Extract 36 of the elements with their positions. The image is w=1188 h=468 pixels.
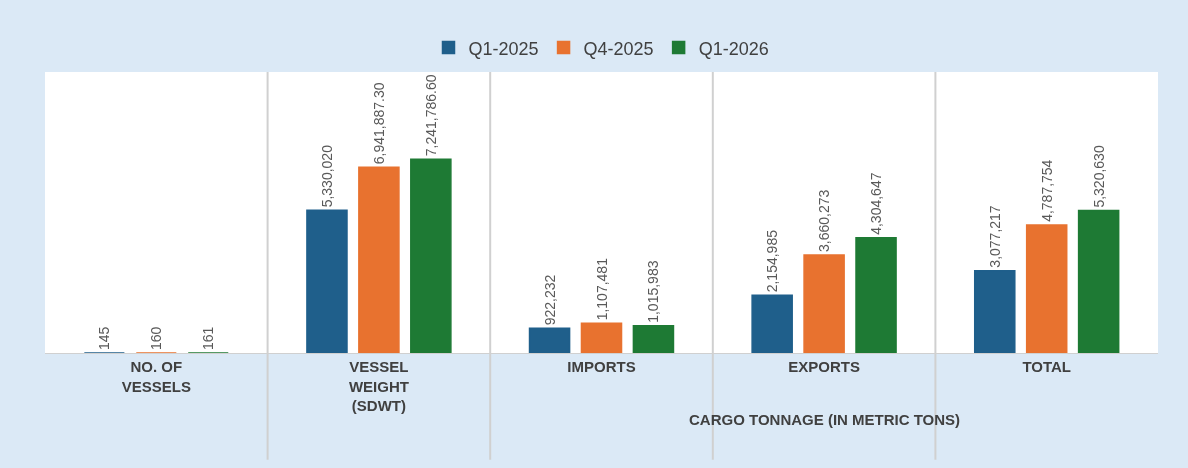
data-label: 1,015,983: [645, 260, 662, 323]
legend-label: Q1-2025: [468, 38, 539, 59]
bar: [410, 158, 452, 353]
data-label: 160: [148, 326, 165, 350]
data-label: 6,941,887.30: [370, 82, 387, 165]
data-label: 1,107,481: [593, 257, 610, 321]
x-tick-label: IMPORTS: [567, 358, 636, 375]
bar: [358, 166, 400, 353]
x-tick-label: EXPORTS: [788, 358, 860, 375]
legend-label: Q4-2025: [583, 38, 654, 59]
data-label: 3,077,217: [986, 205, 1003, 268]
legend-label: Q1-2026: [698, 38, 769, 59]
data-label: 4,787,754: [1038, 159, 1055, 222]
data-label: 922,232: [541, 274, 558, 326]
data-label: 5,330,020: [318, 144, 335, 208]
bar: [751, 294, 793, 353]
data-label: 2,154,985: [764, 229, 781, 293]
text: CARGO TONNAGE (IN METRIC TONS): [689, 411, 961, 428]
data-label: 5,320,630: [1090, 145, 1107, 208]
data-label: 7,241,786.60: [422, 74, 439, 157]
data-label: 3,660,273: [816, 189, 833, 253]
x-tick-label: VESSEL WEIGHT (SDWT): [348, 358, 409, 414]
data-label: 161: [200, 326, 217, 350]
bar: [306, 209, 348, 353]
x-tick-label: NO. OF VESSELS: [121, 358, 191, 395]
bar: [855, 237, 897, 353]
bar: [632, 325, 675, 353]
bar: [803, 254, 845, 353]
data-label: 4,304,647: [868, 172, 885, 235]
x-tick-label: TOTAL: [1022, 358, 1071, 375]
bar: [973, 269, 1016, 353]
bar: [580, 322, 623, 353]
bar: [528, 327, 571, 353]
bar: [1077, 209, 1120, 353]
data-label: 145: [96, 326, 113, 350]
bar: [1025, 224, 1068, 353]
